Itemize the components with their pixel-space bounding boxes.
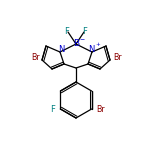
Text: N: N <box>88 45 94 54</box>
Text: +: + <box>95 42 100 47</box>
Text: F: F <box>83 26 87 36</box>
Text: Br: Br <box>113 54 121 62</box>
Text: B: B <box>73 38 79 47</box>
Text: F: F <box>65 26 69 36</box>
Text: F: F <box>50 105 55 114</box>
Text: −: − <box>79 36 84 41</box>
Text: Br: Br <box>31 54 39 62</box>
Text: Br: Br <box>96 105 105 114</box>
Text: N: N <box>58 45 64 54</box>
